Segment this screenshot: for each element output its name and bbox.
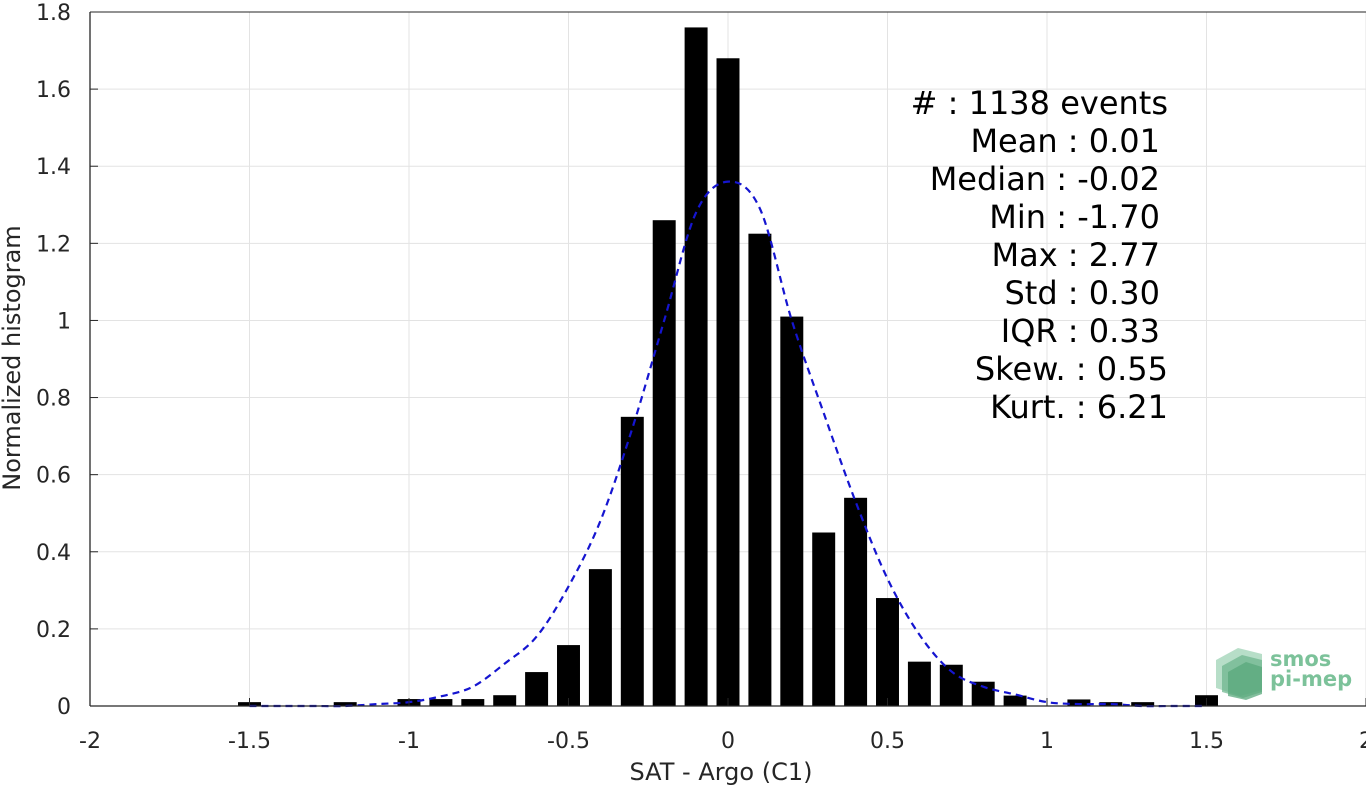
histogram-bar: [1067, 699, 1091, 706]
histogram-bar: [876, 598, 899, 706]
histogram-bar: [429, 699, 453, 706]
axes: [89, 11, 1366, 707]
x-tick-label: 1: [1040, 729, 1054, 754]
histogram-bar: [812, 532, 836, 706]
histogram-bar: [907, 661, 931, 706]
fit-curve-line: [249, 180, 1207, 708]
x-tick-label: -0.5: [547, 729, 590, 754]
stat-max: Max : 2.77: [991, 236, 1160, 274]
x-tick-label: -1: [398, 729, 420, 754]
histogram-bar: [971, 681, 995, 706]
stat-iqr: IQR : 0.33: [1001, 312, 1160, 350]
histogram-bar: [461, 699, 485, 706]
histogram-bar: [493, 695, 517, 706]
y-tick-label: 1.6: [36, 78, 71, 103]
stat-kurt: Kurt. : 6.21: [990, 388, 1168, 426]
histogram-bar: [1099, 702, 1123, 706]
y-tick-label: 0.6: [36, 464, 71, 489]
histogram-bar: [333, 702, 357, 706]
x-tick-label: -2: [79, 729, 101, 754]
logo-text-smos: smos: [1270, 647, 1331, 671]
logo-text-pimep: pi-mep: [1270, 667, 1352, 691]
histogram-bar: [620, 416, 644, 706]
logo-waves-icon: [1216, 648, 1262, 700]
y-tick-label: 0.8: [36, 387, 71, 412]
stat-skew: Skew. : 0.55: [975, 350, 1168, 388]
histogram-bar: [525, 672, 549, 706]
x-tick-label: 0: [721, 729, 735, 754]
histogram-bar: [844, 497, 868, 706]
histogram-bars: [238, 27, 1218, 707]
histogram-bar: [588, 569, 612, 706]
histogram-bar: [684, 27, 708, 706]
y-tick-label: 1.4: [36, 155, 71, 180]
x-tick-label: -1.5: [228, 729, 271, 754]
smos-pimep-logo: smos pi-mep: [1216, 647, 1352, 700]
x-tick-label: 1.5: [1189, 729, 1224, 754]
y-tick-label: 0.2: [36, 618, 71, 643]
histogram-bar: [939, 664, 963, 706]
stat-mean: Mean : 0.01: [970, 122, 1160, 160]
y-tick-label: 1.8: [36, 1, 71, 26]
statistics-box: # : 1138 events Mean : 0.01 Median : -0.…: [911, 84, 1168, 426]
y-tick-label: 0: [57, 695, 71, 720]
histogram-bar: [1003, 695, 1027, 706]
stat-min: Min : -1.70: [989, 198, 1160, 236]
x-axis-label: SAT - Argo (C1): [630, 758, 813, 786]
stat-std: Std : 0.30: [1004, 274, 1160, 312]
x-tick-labels: -2 -1.5 -1 -0.5 0 0.5 1 1.5 2: [79, 729, 1366, 754]
y-tick-labels: 0 0.2 0.4 0.6 0.8 1 1.2 1.4 1.6 1.8: [36, 1, 71, 720]
y-axis-label: Normalized histogram: [0, 225, 26, 490]
histogram-bar: [716, 58, 740, 707]
y-tick-label: 1: [57, 309, 71, 334]
histogram-bar: [748, 233, 772, 706]
histogram-bar: [780, 316, 804, 706]
histogram-bar: [557, 645, 580, 706]
y-tick-label: 1.2: [36, 232, 71, 257]
stat-events: # : 1138 events: [911, 84, 1168, 122]
y-tick-label: 0.4: [36, 541, 71, 566]
histogram-bar: [1131, 702, 1155, 706]
x-tick-label: 2: [1359, 729, 1366, 754]
stat-median: Median : -0.02: [930, 160, 1160, 198]
x-tick-label: 0.5: [870, 729, 905, 754]
